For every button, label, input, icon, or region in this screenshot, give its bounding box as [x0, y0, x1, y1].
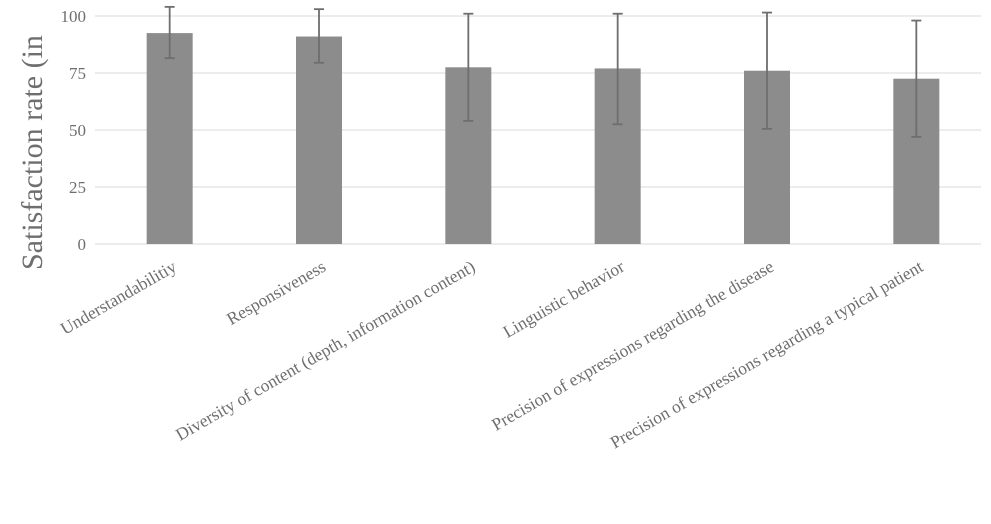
bar: [296, 36, 342, 244]
error-bar: [911, 19, 922, 138]
y-tick-label: 25: [69, 178, 86, 197]
x-category-label: Precision of expressions regarding a typ…: [607, 256, 927, 452]
x-category-label: Linguistic behavior: [499, 256, 627, 342]
x-category-label: Diversity of content (depth, information…: [172, 256, 478, 444]
y-tick-label: 75: [69, 64, 86, 83]
x-category-label: Precision of expressions regarding the d…: [488, 256, 777, 435]
error-bar: [164, 5, 175, 60]
bars: [146, 33, 940, 244]
error-bar: [314, 8, 324, 64]
error-bar: [463, 12, 474, 122]
y-axis-ticks: 0 25 50 75 100: [61, 7, 87, 254]
bar: [146, 33, 193, 244]
x-category-label: Responsiveness: [223, 256, 329, 329]
x-axis-categories: Understandabilitiy ResponsivenessDiversit…: [57, 256, 927, 452]
error-bar: [762, 11, 772, 130]
y-axis-title: Satisfaction rate (in: [16, 35, 49, 270]
x-category-label: Understandabilitiy: [57, 256, 180, 339]
error-bar: [612, 12, 623, 126]
error-bars: [164, 5, 922, 138]
y-tick-label: 50: [69, 121, 86, 140]
gridlines: [95, 15, 981, 245]
y-tick-label: 0: [78, 235, 87, 254]
y-tick-label: 100: [61, 7, 87, 26]
